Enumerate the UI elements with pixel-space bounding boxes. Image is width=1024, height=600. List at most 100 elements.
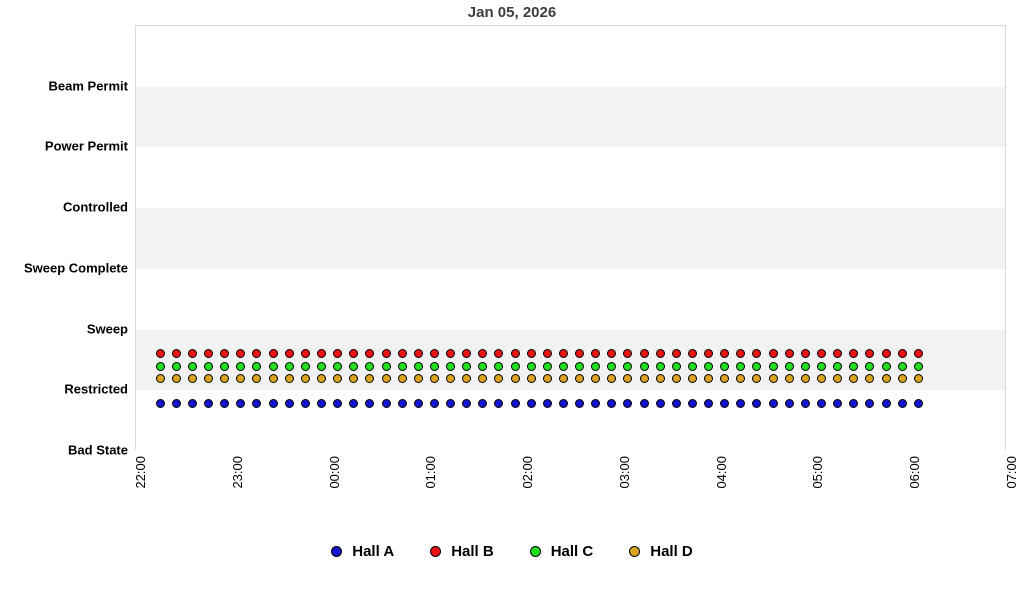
data-point bbox=[413, 374, 423, 384]
data-point bbox=[704, 361, 714, 371]
y-axis-label: Restricted bbox=[64, 381, 128, 397]
x-axis-label: 01:00 bbox=[423, 456, 439, 489]
data-point bbox=[526, 399, 536, 409]
legend-label: Hall A bbox=[352, 543, 395, 560]
data-point bbox=[575, 374, 585, 384]
data-point bbox=[768, 361, 778, 371]
data-point bbox=[220, 374, 230, 384]
data-point bbox=[333, 349, 343, 359]
data-point bbox=[849, 349, 859, 359]
x-axis-label: 22:00 bbox=[133, 456, 148, 489]
x-axis-label: 06:00 bbox=[907, 456, 923, 489]
data-point bbox=[284, 361, 294, 371]
data-point bbox=[284, 349, 294, 359]
data-point bbox=[300, 374, 310, 384]
data-point bbox=[155, 361, 165, 371]
data-point bbox=[671, 374, 681, 384]
data-point bbox=[817, 349, 826, 359]
data-point bbox=[784, 349, 794, 359]
data-point bbox=[462, 399, 472, 409]
data-point bbox=[768, 399, 778, 409]
data-point bbox=[187, 349, 197, 359]
data-point bbox=[510, 361, 520, 371]
data-point bbox=[494, 361, 504, 371]
data-point bbox=[381, 399, 391, 409]
legend-item[interactable]: Hall C bbox=[529, 543, 594, 560]
data-point bbox=[833, 374, 843, 384]
data-point bbox=[849, 361, 859, 371]
data-point bbox=[704, 349, 714, 359]
data-point bbox=[817, 374, 826, 384]
data-point bbox=[316, 399, 326, 409]
data-point bbox=[236, 349, 246, 359]
data-point bbox=[542, 361, 552, 371]
legend-label: Hall B bbox=[451, 543, 494, 560]
data-point bbox=[510, 374, 520, 384]
data-point bbox=[300, 399, 310, 409]
data-point bbox=[881, 349, 891, 359]
data-point bbox=[462, 361, 472, 371]
data-point bbox=[462, 374, 472, 384]
data-point bbox=[849, 374, 859, 384]
plot-band bbox=[136, 208, 1005, 269]
y-axis-label: Bad State bbox=[68, 442, 128, 458]
data-point bbox=[881, 399, 891, 409]
data-point bbox=[429, 361, 439, 371]
plot-band bbox=[136, 390, 1005, 451]
y-axis-label: Beam Permit bbox=[48, 78, 128, 94]
data-point bbox=[623, 361, 633, 371]
data-point bbox=[381, 374, 391, 384]
data-point bbox=[446, 399, 456, 409]
data-point bbox=[446, 349, 456, 359]
data-point bbox=[736, 399, 746, 409]
data-point bbox=[833, 349, 843, 359]
data-point bbox=[204, 399, 214, 409]
data-point bbox=[365, 361, 375, 371]
data-point bbox=[768, 374, 778, 384]
data-point bbox=[736, 374, 746, 384]
y-axis-label: Sweep bbox=[86, 321, 128, 337]
data-point bbox=[268, 374, 278, 384]
data-point bbox=[155, 349, 165, 359]
x-axis-label: 02:00 bbox=[520, 456, 536, 489]
data-point bbox=[349, 361, 359, 371]
data-point bbox=[671, 399, 681, 409]
data-point bbox=[542, 399, 552, 409]
legend-label: Hall C bbox=[550, 543, 594, 560]
data-point bbox=[575, 349, 585, 359]
data-point bbox=[865, 361, 875, 371]
data-point bbox=[913, 399, 923, 409]
data-point bbox=[333, 374, 343, 384]
data-point bbox=[381, 361, 391, 371]
data-point bbox=[349, 349, 359, 359]
data-point bbox=[897, 399, 907, 409]
data-point bbox=[155, 374, 165, 384]
data-point bbox=[865, 399, 875, 409]
legend-item[interactable]: Hall A bbox=[331, 543, 394, 560]
data-point bbox=[446, 361, 456, 371]
legend-item[interactable]: Hall D bbox=[629, 543, 693, 560]
data-point bbox=[558, 374, 568, 384]
data-point bbox=[833, 361, 843, 371]
data-point bbox=[736, 349, 746, 359]
data-point bbox=[623, 374, 633, 384]
data-point bbox=[720, 349, 730, 359]
data-point bbox=[397, 349, 407, 359]
data-point bbox=[526, 349, 536, 359]
data-point bbox=[671, 349, 681, 359]
data-point bbox=[494, 349, 504, 359]
data-point bbox=[704, 374, 714, 384]
data-point bbox=[639, 399, 649, 409]
data-point bbox=[591, 374, 601, 384]
x-axis-label: 04:00 bbox=[713, 456, 729, 489]
plot-band bbox=[136, 26, 1005, 87]
data-point bbox=[268, 361, 278, 371]
data-point bbox=[784, 374, 794, 384]
data-point bbox=[429, 349, 439, 359]
data-point bbox=[558, 361, 568, 371]
data-point bbox=[252, 361, 262, 371]
x-axis-label: 23:00 bbox=[229, 456, 245, 489]
legend-item[interactable]: Hall B bbox=[430, 543, 494, 560]
y-axis-label: Sweep Complete bbox=[23, 260, 128, 276]
